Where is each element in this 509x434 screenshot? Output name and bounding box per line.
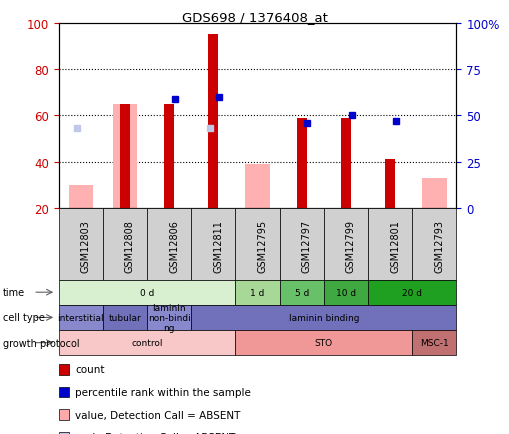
Text: GSM12808: GSM12808 — [125, 220, 135, 273]
Text: growth protocol: growth protocol — [3, 338, 79, 348]
Text: interstitial: interstitial — [58, 313, 104, 322]
Bar — [208, 36, 218, 208]
Text: GSM12799: GSM12799 — [345, 220, 355, 273]
Bar — [421, 178, 446, 208]
Text: value, Detection Call = ABSENT: value, Detection Call = ABSENT — [75, 410, 240, 420]
Text: GDS698 / 1376408_at: GDS698 / 1376408_at — [182, 11, 327, 24]
Bar — [384, 160, 394, 208]
Bar — [120, 105, 130, 208]
Text: control: control — [131, 339, 162, 347]
Text: laminin binding: laminin binding — [288, 313, 358, 322]
Text: GSM12795: GSM12795 — [257, 220, 267, 273]
Text: laminin
non-bindi
ng: laminin non-bindi ng — [148, 303, 190, 332]
Text: GSM12803: GSM12803 — [80, 220, 91, 273]
Text: count: count — [75, 365, 104, 375]
Bar — [69, 185, 93, 208]
Text: 0 d: 0 d — [139, 288, 154, 297]
Text: percentile rank within the sample: percentile rank within the sample — [75, 387, 250, 397]
Text: time: time — [3, 288, 24, 297]
Text: 1 d: 1 d — [250, 288, 264, 297]
Text: GSM12801: GSM12801 — [389, 220, 400, 273]
Text: rank, Detection Call = ABSENT: rank, Detection Call = ABSENT — [75, 432, 235, 434]
Text: STO: STO — [314, 339, 332, 347]
Bar — [112, 105, 137, 208]
Text: GSM12811: GSM12811 — [213, 220, 223, 273]
Text: 20 d: 20 d — [402, 288, 421, 297]
Bar — [296, 118, 306, 208]
Bar — [245, 164, 269, 208]
Text: tubular: tubular — [108, 313, 141, 322]
Text: MSC-1: MSC-1 — [419, 339, 448, 347]
Bar — [341, 118, 350, 208]
Text: cell type: cell type — [3, 313, 44, 322]
Text: GSM12806: GSM12806 — [169, 220, 179, 273]
Text: 10 d: 10 d — [335, 288, 355, 297]
Bar — [164, 105, 174, 208]
Text: 5 d: 5 d — [294, 288, 308, 297]
Text: GSM12793: GSM12793 — [434, 220, 443, 273]
Text: GSM12797: GSM12797 — [301, 220, 311, 273]
